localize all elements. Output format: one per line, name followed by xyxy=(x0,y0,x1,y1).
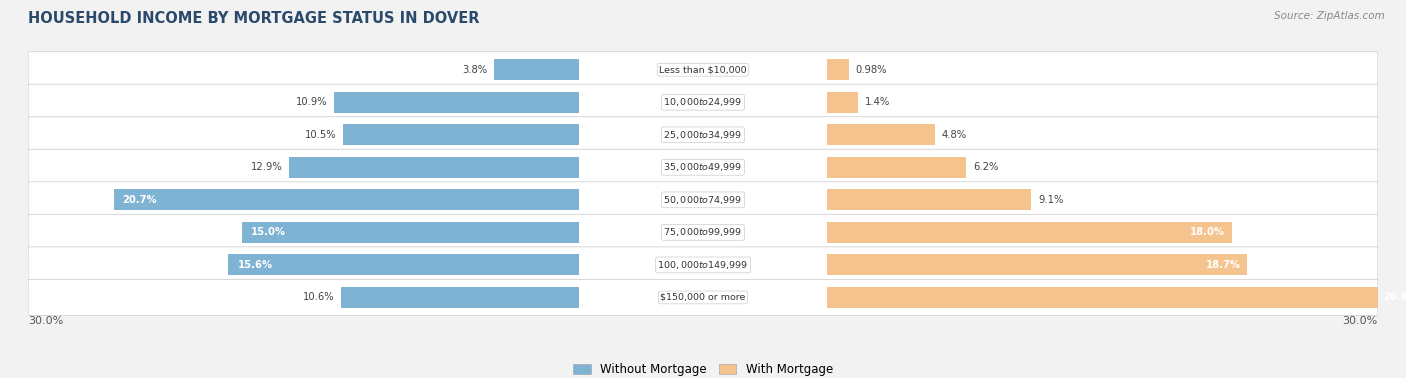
Text: 18.7%: 18.7% xyxy=(1206,260,1240,270)
Text: Source: ZipAtlas.com: Source: ZipAtlas.com xyxy=(1274,11,1385,21)
FancyBboxPatch shape xyxy=(28,52,1378,88)
Text: $100,000 to $149,999: $100,000 to $149,999 xyxy=(658,259,748,271)
Text: 10.6%: 10.6% xyxy=(302,293,335,302)
Text: $10,000 to $24,999: $10,000 to $24,999 xyxy=(664,96,742,108)
Bar xyxy=(494,59,579,81)
Text: $25,000 to $34,999: $25,000 to $34,999 xyxy=(664,129,742,141)
Text: $150,000 or more: $150,000 or more xyxy=(661,293,745,302)
Text: 9.1%: 9.1% xyxy=(1038,195,1063,205)
FancyBboxPatch shape xyxy=(28,84,1378,120)
Bar xyxy=(827,189,1032,211)
Text: 26.6%: 26.6% xyxy=(1384,293,1406,302)
FancyBboxPatch shape xyxy=(28,182,1378,218)
Bar xyxy=(827,254,1247,276)
Bar xyxy=(827,92,858,113)
Text: HOUSEHOLD INCOME BY MORTGAGE STATUS IN DOVER: HOUSEHOLD INCOME BY MORTGAGE STATUS IN D… xyxy=(28,11,479,26)
FancyBboxPatch shape xyxy=(28,117,1378,153)
Bar xyxy=(343,124,579,146)
Text: 30.0%: 30.0% xyxy=(28,316,63,326)
Text: 6.2%: 6.2% xyxy=(973,162,998,172)
Text: Less than $10,000: Less than $10,000 xyxy=(659,65,747,74)
FancyBboxPatch shape xyxy=(28,247,1378,283)
Bar xyxy=(114,189,579,211)
Text: 3.8%: 3.8% xyxy=(463,65,486,75)
Text: 15.0%: 15.0% xyxy=(250,228,285,237)
Bar xyxy=(228,254,579,276)
Bar xyxy=(827,124,935,146)
Text: 12.9%: 12.9% xyxy=(250,162,283,172)
FancyBboxPatch shape xyxy=(28,214,1378,251)
Text: $35,000 to $49,999: $35,000 to $49,999 xyxy=(664,161,742,174)
Text: $50,000 to $74,999: $50,000 to $74,999 xyxy=(664,194,742,206)
Text: 20.7%: 20.7% xyxy=(122,195,157,205)
Text: 1.4%: 1.4% xyxy=(865,97,890,107)
Bar xyxy=(242,222,579,243)
Bar xyxy=(827,287,1406,308)
Text: 4.8%: 4.8% xyxy=(942,130,966,140)
Bar xyxy=(335,92,579,113)
FancyBboxPatch shape xyxy=(28,149,1378,185)
Text: 0.98%: 0.98% xyxy=(855,65,887,75)
Bar xyxy=(340,287,579,308)
Text: $75,000 to $99,999: $75,000 to $99,999 xyxy=(664,226,742,239)
Text: 18.0%: 18.0% xyxy=(1189,228,1225,237)
Text: 15.6%: 15.6% xyxy=(238,260,273,270)
Bar xyxy=(827,157,966,178)
Text: 10.9%: 10.9% xyxy=(295,97,328,107)
Bar xyxy=(827,59,849,81)
FancyBboxPatch shape xyxy=(28,279,1378,316)
Bar xyxy=(290,157,579,178)
Legend: Without Mortgage, With Mortgage: Without Mortgage, With Mortgage xyxy=(568,358,838,378)
Bar xyxy=(827,222,1232,243)
Text: 30.0%: 30.0% xyxy=(1343,316,1378,326)
Text: 10.5%: 10.5% xyxy=(305,130,336,140)
